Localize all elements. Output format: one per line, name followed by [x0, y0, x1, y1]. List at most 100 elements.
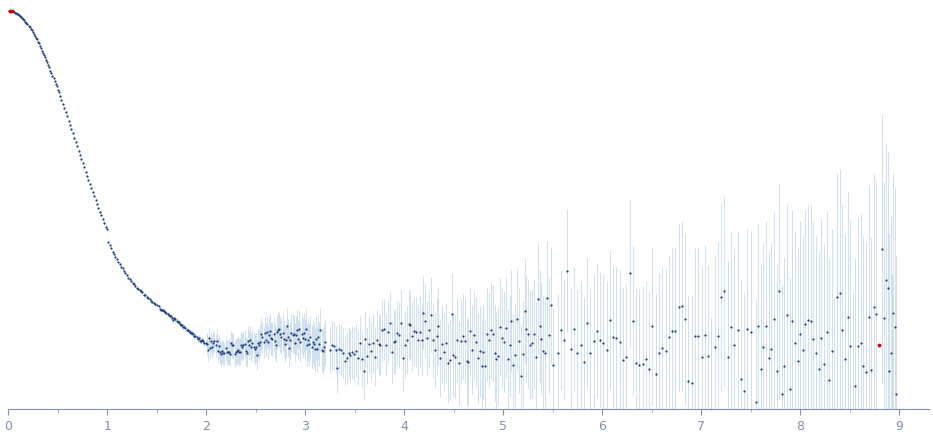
Point [74, 155, 89, 162]
Point [368, 353, 383, 360]
Point [58, 109, 73, 116]
Point [206, 340, 221, 347]
Point [780, 311, 795, 318]
Point [577, 358, 592, 365]
Point [829, 293, 844, 300]
Point [645, 323, 660, 329]
Point [877, 315, 892, 322]
Point [17, 17, 32, 24]
Point [487, 350, 502, 357]
Point [122, 275, 137, 282]
Point [414, 336, 429, 343]
Point [14, 14, 29, 21]
Point [412, 328, 427, 335]
Point [244, 344, 258, 351]
Point [504, 317, 519, 324]
Point [606, 333, 620, 340]
Point [651, 350, 666, 357]
Point [407, 327, 422, 334]
Point [612, 339, 627, 346]
Point [35, 49, 50, 56]
Point [128, 282, 143, 289]
Point [356, 368, 371, 375]
Point [108, 253, 123, 260]
Point [642, 366, 657, 373]
Point [225, 342, 240, 349]
Point [517, 308, 532, 315]
Point [677, 315, 692, 322]
Point [272, 331, 287, 338]
Point [118, 270, 132, 277]
Point [724, 324, 739, 331]
Point [609, 334, 624, 341]
Point [358, 336, 373, 343]
Point [254, 330, 269, 337]
Point [272, 326, 286, 333]
Point [23, 25, 38, 32]
Point [500, 356, 515, 363]
Point [323, 347, 338, 354]
Point [360, 352, 375, 359]
Point [292, 326, 307, 333]
Point [681, 378, 696, 385]
Point [867, 304, 882, 311]
Point [790, 357, 805, 364]
Point [840, 313, 855, 320]
Point [366, 340, 381, 347]
Point [158, 309, 173, 316]
Point [151, 303, 166, 310]
Point [684, 380, 699, 387]
Point [145, 299, 160, 306]
Point [463, 327, 478, 334]
Point [101, 238, 116, 245]
Point [506, 361, 521, 368]
Point [147, 300, 162, 307]
Point [26, 31, 41, 38]
Point [384, 349, 399, 356]
Point [281, 334, 296, 341]
Point [394, 319, 409, 326]
Point [887, 323, 902, 330]
Point [88, 196, 103, 203]
Point [874, 245, 889, 252]
Point [120, 274, 135, 281]
Point [759, 323, 773, 330]
Point [375, 327, 390, 334]
Point [267, 337, 282, 344]
Point [159, 309, 174, 316]
Point [119, 272, 134, 279]
Point [293, 339, 308, 346]
Point [39, 56, 54, 63]
Point [36, 52, 51, 59]
Point [37, 54, 52, 61]
Point [173, 321, 188, 328]
Point [448, 353, 463, 360]
Point [283, 337, 298, 344]
Point [809, 350, 824, 357]
Point [632, 362, 647, 369]
Point [195, 336, 210, 343]
Point [616, 356, 631, 363]
Point [461, 359, 476, 366]
Point [740, 326, 755, 333]
Point [596, 340, 611, 347]
Point [188, 332, 203, 339]
Point [111, 258, 126, 265]
Point [422, 326, 437, 333]
Point [15, 14, 30, 21]
Point [459, 357, 474, 364]
Point [208, 342, 223, 349]
Point [299, 341, 314, 348]
Point [603, 316, 618, 323]
Point [396, 355, 411, 362]
Point [573, 341, 588, 348]
Point [334, 347, 349, 354]
Point [24, 26, 39, 33]
Point [424, 311, 439, 318]
Point [210, 347, 225, 354]
Point [883, 350, 898, 357]
Point [50, 86, 65, 93]
Point [234, 341, 249, 348]
Point [51, 89, 66, 96]
Point [388, 337, 403, 344]
